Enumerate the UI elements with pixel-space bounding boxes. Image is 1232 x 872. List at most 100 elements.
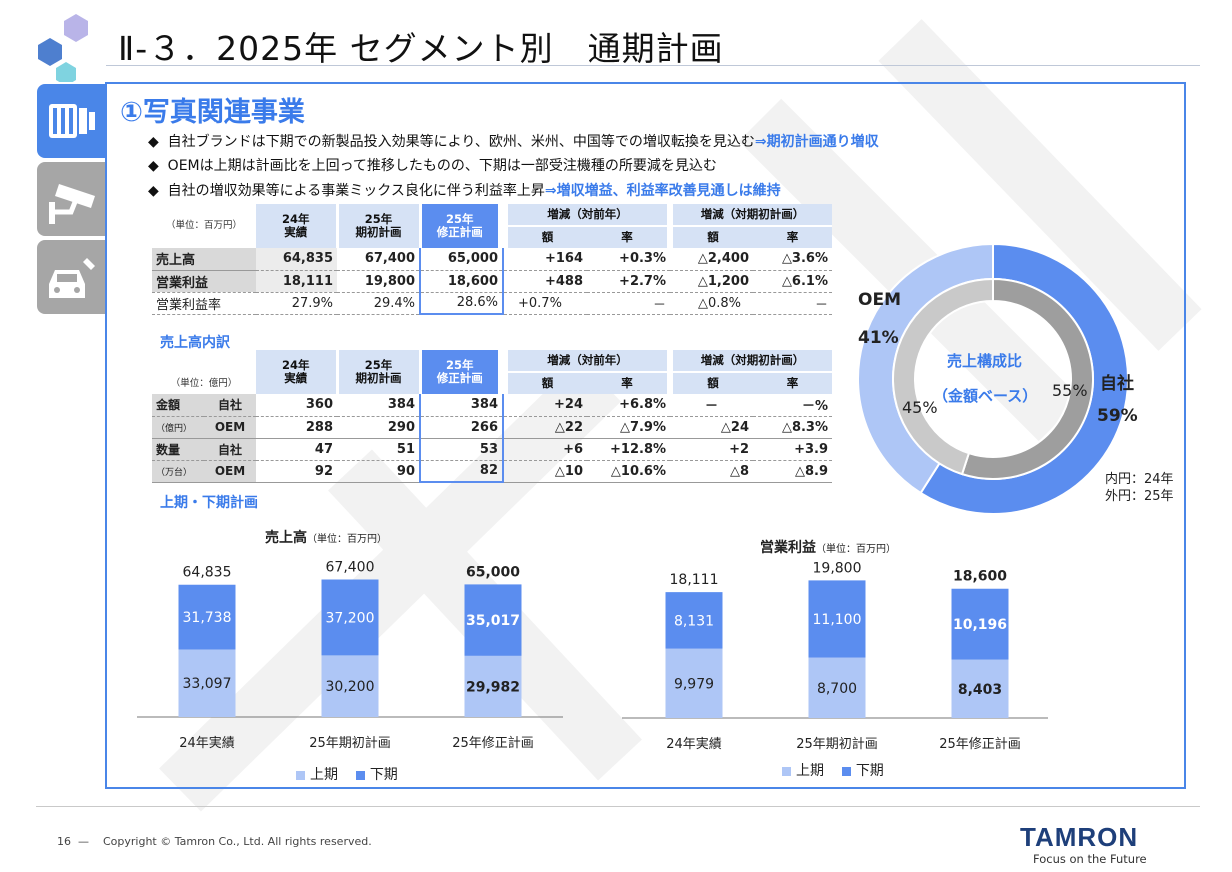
col-25-initial-2: 25年 期初計画: [335, 350, 421, 394]
col-yoy-amount-2: 額: [498, 371, 588, 394]
label-second-half: 31,738: [183, 610, 232, 626]
donut-center-title: 売上構成比: [947, 352, 1023, 370]
donut-inner-oem-slice: [892, 277, 994, 476]
bar-second-half: [464, 584, 522, 656]
legend-second-half-swatch-2: [841, 766, 851, 776]
company-tagline: Focus on the Future: [1033, 852, 1147, 866]
sales-legend: 上期 下期: [296, 764, 398, 784]
label-total: 65,000: [466, 564, 520, 580]
legend-second-half-swatch: [355, 770, 365, 780]
profit-legend: 上期 下期: [782, 760, 884, 780]
label-second-half: 10,196: [953, 617, 1007, 633]
composition-donut: [858, 244, 1129, 515]
row-amount-own: 金額 自社 360 384 384 +24 +6.8% － －%: [152, 394, 833, 417]
half-plan-title: 上期・下期計画: [160, 495, 258, 511]
bar-second-half: [178, 584, 236, 650]
donut-own-outer-pct: 59%: [1097, 406, 1138, 426]
bar-first-half: [808, 657, 866, 718]
label-first-half: 8,700: [817, 681, 857, 697]
donut-note-inner: 内円：24年: [1105, 472, 1174, 487]
donut-oem-inner-pct: 45%: [902, 398, 938, 417]
label-total: 19,800: [813, 560, 862, 576]
content-frame: [105, 82, 1186, 789]
col-25-revised-2: 25年 修正計画: [418, 350, 504, 394]
legend-first-half-swatch-2: [782, 766, 791, 776]
col-plan-rate: 率: [753, 225, 832, 248]
label-total: 64,835: [183, 565, 232, 581]
col-plan-rate-2: 率: [753, 371, 833, 394]
category-label: 25年期初計画: [796, 736, 878, 752]
category-label: 24年実績: [179, 735, 235, 751]
label-total: 18,111: [670, 572, 719, 588]
bar-second-half: [321, 579, 379, 656]
bar-first-half: [178, 649, 236, 717]
row-op-income: 営業利益 18,111 19,800 18,600 +488 +2.7% △1,…: [152, 270, 832, 293]
unit-label: （単位：百万円）: [166, 220, 243, 231]
bar-first-half: [464, 655, 522, 717]
profit-bar-chart: 9,979 8,131 18,111 24年実績 8,700 11,100 19,800 25…: [622, 560, 1048, 752]
company-logo: TAMRON: [1020, 822, 1139, 852]
tab-photo[interactable]: [37, 84, 105, 158]
label-second-half: 35,017: [466, 613, 520, 629]
legend-first-half-swatch: [296, 770, 305, 780]
label-first-half: 33,097: [183, 676, 232, 692]
tab-surveillance[interactable]: [37, 162, 105, 236]
security-camera-icon: [49, 184, 95, 224]
donut-center-subtitle: （金額ベース）: [933, 387, 1038, 405]
category-label: 25年修正計画: [939, 736, 1021, 752]
profit-chart-title: 営業利益（単位：百万円）: [760, 540, 896, 556]
col-yoy-rate: 率: [587, 225, 670, 248]
row-op-margin: 営業利益率 27.9% 29.4% 28.6% +0.7% － △0.8% －: [152, 292, 832, 315]
label-first-half: 8,403: [958, 682, 1002, 698]
car-icon: [49, 258, 95, 298]
col-yoy-2: 増減（対前年）: [498, 350, 671, 372]
bullet-3: ◆ 自社の増収効果等による事業ミックス良化に伴う利益率上昇⇒増収増益、利益率改善…: [148, 183, 781, 199]
bar-second-half: [808, 580, 866, 658]
col-plan-amount-2: 額: [667, 371, 754, 394]
label-total: 67,400: [326, 560, 375, 576]
donut-note-outer: 外円：25年: [1105, 489, 1174, 504]
label-first-half: 29,982: [466, 679, 520, 695]
col-25-revised: 25年 修正計画: [418, 204, 503, 248]
col-yoy-rate-2: 率: [587, 371, 671, 394]
title-divider: [106, 65, 1200, 66]
bullet-2: ◆ OEMは上期は計画比を上回って推移したものの、下期は一部受注機種の所要減を見…: [148, 158, 717, 174]
footer-divider: [36, 806, 1200, 807]
bullet-1: ◆ 自社ブランドは下期での新製品投入効果等により、欧州、米州、中国等での増収転換…: [148, 134, 879, 150]
row-sales: 売上高 64,835 67,400 65,000 +164 +0.3% △2,4…: [152, 248, 832, 271]
tab-automotive[interactable]: [37, 240, 105, 314]
donut-own-inner-pct: 55%: [1052, 381, 1088, 400]
col-vs-plan: 増減（対期初計画）: [667, 204, 832, 226]
sales-chart-title: 売上高（単位：百万円）: [265, 530, 387, 546]
label-second-half: 8,131: [674, 613, 714, 629]
label-total: 18,600: [953, 569, 1007, 585]
sales-bar-chart: 33,097 31,738 64,835 24年実績 30,200 37,200 67,40…: [137, 560, 563, 751]
label-second-half: 11,100: [813, 612, 862, 628]
bar-first-half: [951, 659, 1009, 718]
col-25-initial: 25年 期初計画: [335, 204, 420, 248]
col-yoy: 増減（対前年）: [498, 204, 670, 226]
donut-inner-own-slice: [960, 277, 1094, 480]
summary-table: （単位：百万円） 24年 実績 25年 期初計画 25年 修正計画 増減（対前年…: [152, 204, 832, 315]
col-plan-amount: 額: [667, 225, 753, 248]
label-second-half: 37,200: [326, 610, 375, 626]
col-vs-plan-2: 増減（対期初計画）: [667, 350, 833, 372]
donut-oem-label: OEM: [858, 290, 901, 310]
col-yoy-amount: 額: [498, 225, 587, 248]
label-first-half: 30,200: [326, 679, 375, 695]
col-24-actual-2: 24年 実績: [256, 350, 338, 394]
col-24-actual: 24年 実績: [256, 204, 337, 248]
camera-lens-icon: [49, 104, 95, 138]
row-qty-oem: （万台） OEM 92 90 82 △10 △10.6% △8 △8.9: [152, 460, 833, 483]
category-label: 25年修正計画: [452, 735, 534, 751]
hexagon-logo-icon: [38, 14, 88, 82]
bar-first-half: [321, 655, 379, 717]
breakdown-table: （単位：億円） 24年 実績 25年 期初計画 25年 修正計画 増減（対前年）…: [152, 350, 833, 483]
category-label: 24年実績: [666, 736, 722, 752]
bar-second-half: [951, 588, 1009, 660]
donut-oem-outer-pct: 41%: [858, 328, 899, 348]
page-title: Ⅱ-３．2025年 セグメント別 通期計画: [118, 29, 724, 68]
bar-first-half: [665, 648, 723, 718]
row-amount-oem: （億円） OEM 288 290 266 △22 △7.9% △24 △8.3%: [152, 416, 833, 438]
category-label: 25年期初計画: [309, 735, 391, 751]
